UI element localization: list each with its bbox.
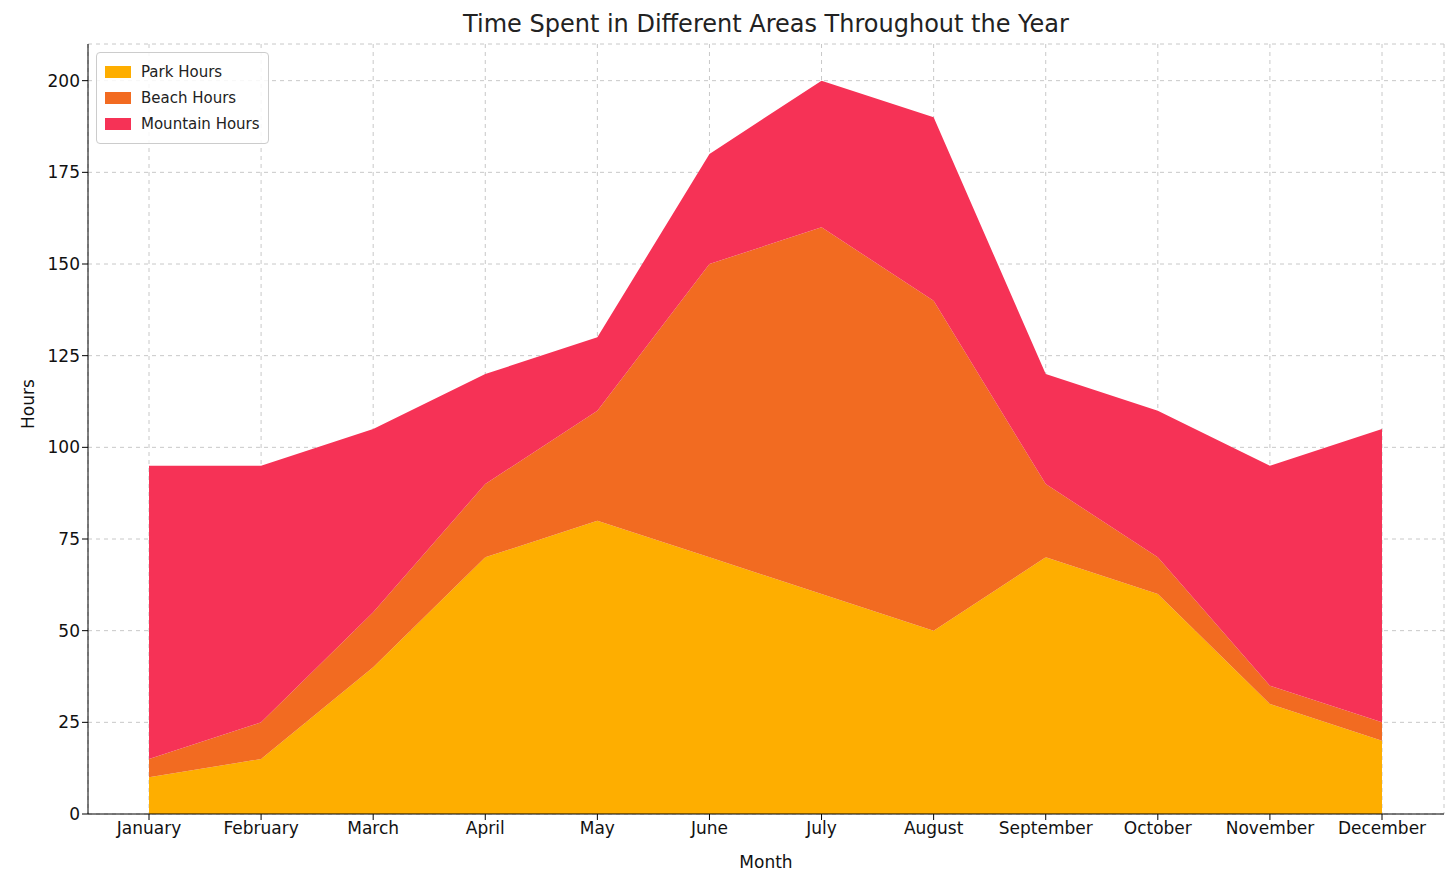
svg-text:125: 125 [48, 346, 80, 366]
svg-text:50: 50 [58, 621, 80, 641]
svg-text:March: March [347, 818, 399, 838]
svg-text:September: September [999, 818, 1093, 838]
svg-text:75: 75 [58, 529, 80, 549]
html-text:Mountain Hours: Mountain Hours [141, 115, 260, 133]
svg-text:June: June [690, 818, 728, 838]
svg-text:December: December [1338, 818, 1426, 838]
svg-text:April: April [466, 818, 505, 838]
svg-text:July: July [805, 818, 837, 838]
svg-text:August: August [904, 818, 964, 838]
svg-text:25: 25 [58, 712, 80, 732]
html-text:Beach Hours: Beach Hours [141, 89, 237, 107]
svg-text:February: February [223, 818, 298, 838]
html-text:Park Hours: Park Hours [141, 63, 223, 81]
svg-text:October: October [1124, 818, 1192, 838]
svg-text:150: 150 [48, 254, 80, 274]
svg-text:175: 175 [48, 162, 80, 182]
svg-text:November: November [1226, 818, 1314, 838]
svg-text:Month: Month [739, 852, 792, 872]
svg-text:200: 200 [48, 71, 80, 91]
svg-text:May: May [580, 818, 615, 838]
svg-text:January: January [116, 818, 181, 838]
svg-text:0: 0 [69, 804, 80, 824]
svg-text:100: 100 [48, 437, 80, 457]
html-text:Time Spent in Different Areas: Time Spent in Different Areas Throughout… [463, 10, 1069, 38]
svg-text:Hours: Hours [18, 379, 38, 429]
